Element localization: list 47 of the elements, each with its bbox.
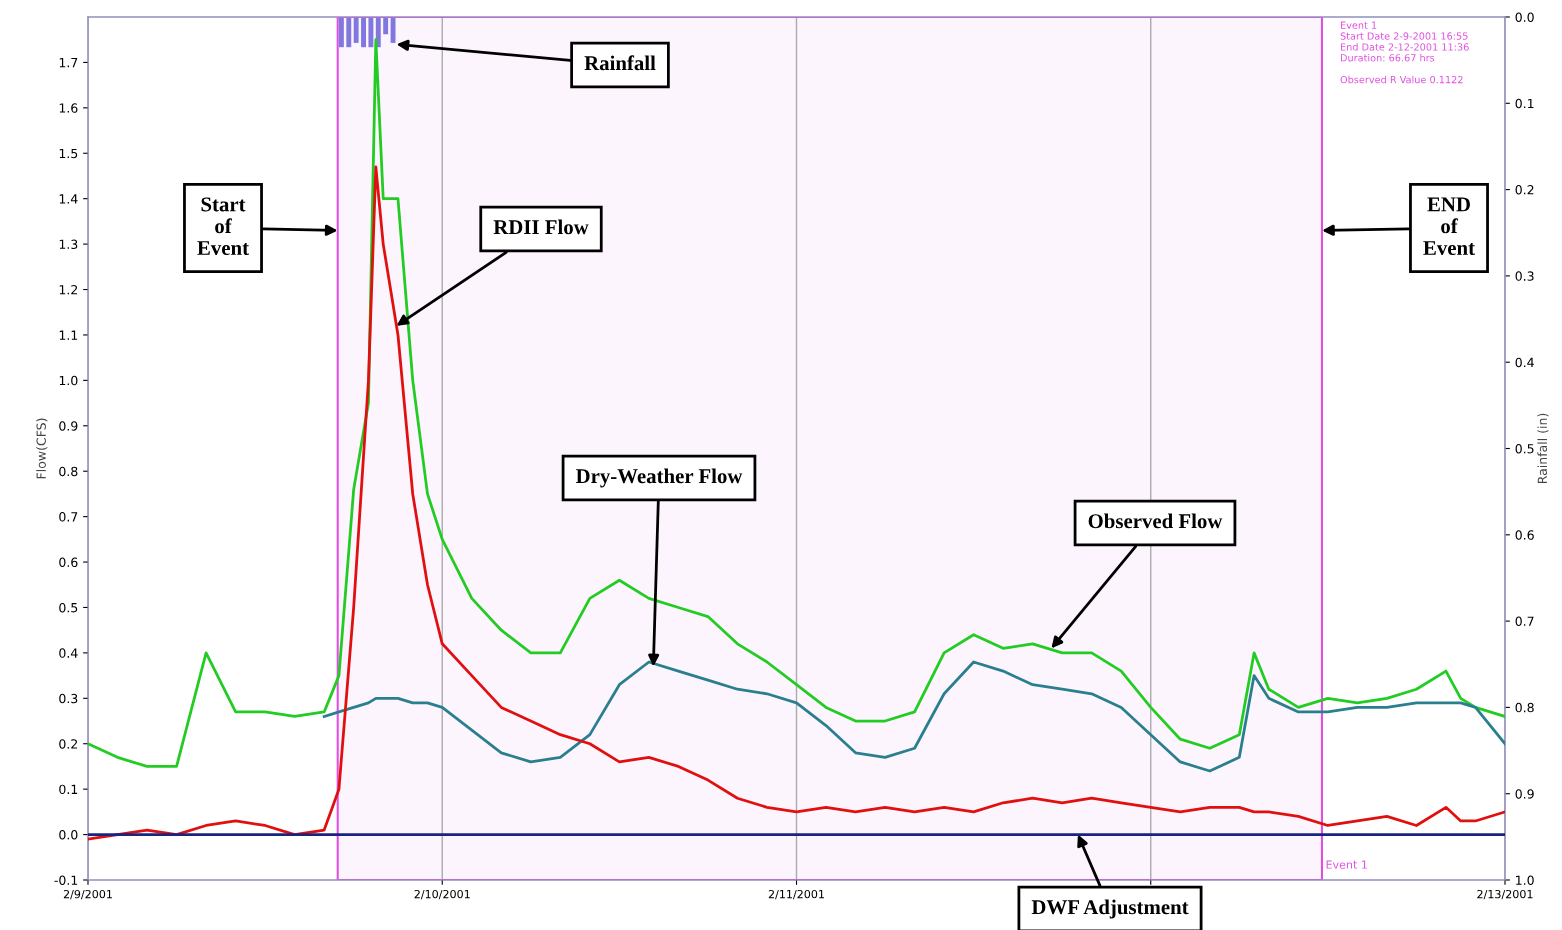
y-tick-label: 0.8 xyxy=(59,466,78,477)
y2-axis-title: Rainfall (in) xyxy=(1537,413,1549,484)
y-tick-label: 0.3 xyxy=(59,693,78,704)
y-tick-label: 0.9 xyxy=(59,421,78,431)
y2-tick-label: 0.8 xyxy=(1515,702,1534,713)
y-tick-label: 0.4 xyxy=(59,648,78,658)
y-tick-label: 0.2 xyxy=(59,739,78,749)
y-tick-label: -0.1 xyxy=(54,875,78,885)
band-label: Event 1 xyxy=(1326,860,1367,869)
y2-tick-label: 0.6 xyxy=(1515,530,1534,540)
x-tick-label: 2/11/2001 xyxy=(768,889,824,900)
y2-tick-label: 0.1 xyxy=(1515,98,1534,109)
y-tick-label: 0.5 xyxy=(59,602,78,613)
y2-tick-label: 0.7 xyxy=(1515,616,1534,627)
y-tick-label: 1.1 xyxy=(59,330,78,340)
x-tick-label: 2/13/2001 xyxy=(1477,889,1533,900)
y2-tick-label: 0.4 xyxy=(1515,357,1534,368)
y-tick-label: 1.2 xyxy=(59,285,78,295)
annotation: Observed Flow xyxy=(1088,513,1223,529)
annotation: RDII Flow xyxy=(493,219,589,235)
line-series xyxy=(88,165,1505,841)
y2-tick-label: 0.0 xyxy=(1515,12,1534,22)
y2-tick-label: 0.3 xyxy=(1515,271,1534,281)
y-tick-label: 0.7 xyxy=(59,512,78,522)
y-tick-label: 1.7 xyxy=(59,58,78,68)
y-tick-label: 1.0 xyxy=(59,375,78,386)
y-tick-label: 0.1 xyxy=(59,784,78,795)
y-tick-label: 0.0 xyxy=(59,830,78,840)
text: Event 1 Start Date 2-9-2001 16:55 End Date 2-12-2001 11:36 Duration: 66.67 hrs Observed R Value 0.1122 xyxy=(1340,21,1469,84)
y2-tick-label: 1.0 xyxy=(1516,875,1534,885)
y2-tick-label: 0.5 xyxy=(1515,443,1534,454)
x-tick-label: 2/10/2001 xyxy=(414,889,470,900)
annotation: Rainfall xyxy=(584,55,656,71)
y-tick-label: 1.6 xyxy=(59,103,78,113)
y-tick-label: 1.3 xyxy=(59,239,78,250)
annotation: Dry-Weather Flow xyxy=(575,468,743,488)
y-tick-label: 1.4 xyxy=(59,194,78,204)
y2-tick-label: 0.2 xyxy=(1515,185,1534,195)
line-series xyxy=(88,38,1505,768)
annotation: Start of Event xyxy=(197,197,249,255)
y-tick-label: 0.6 xyxy=(59,557,78,567)
annotation: DWF Adjustment xyxy=(1031,899,1189,919)
annotation: END of Event xyxy=(1423,197,1475,255)
y-axis-title: Flow(CFS) xyxy=(36,418,48,479)
y-tick-label: 1.5 xyxy=(59,148,78,159)
y2-tick-label: 0.9 xyxy=(1515,789,1534,799)
x-tick-label: 2/9/2001 xyxy=(63,889,112,900)
